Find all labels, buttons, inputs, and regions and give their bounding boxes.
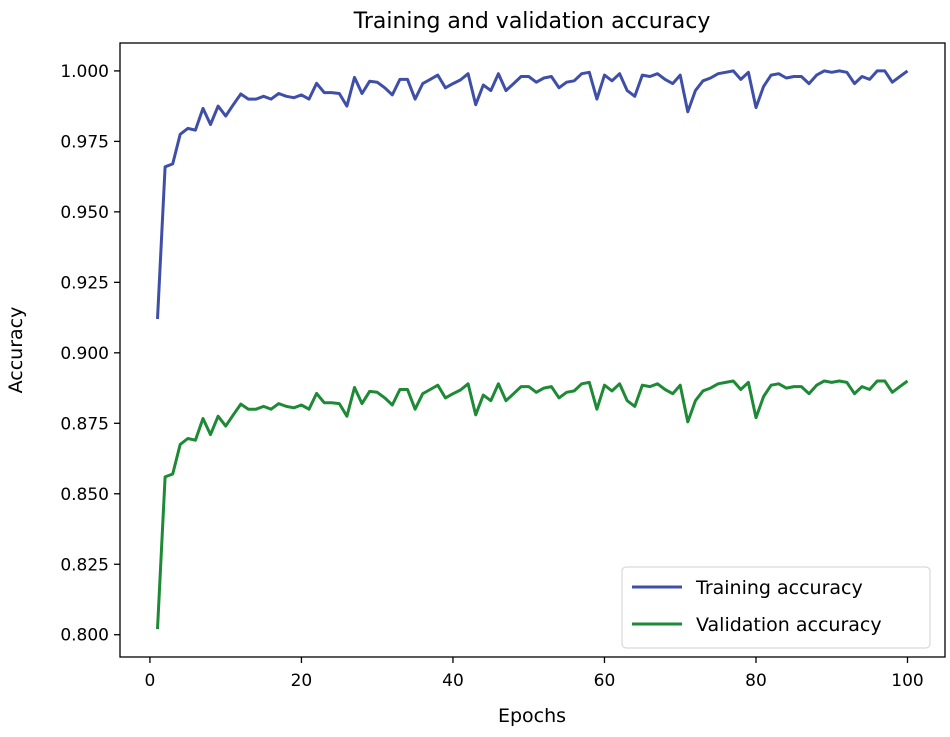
y-tick-label: 1.000 <box>60 62 109 82</box>
y-tick-label: 0.850 <box>60 485 109 505</box>
y-tick-label: 0.925 <box>60 273 109 293</box>
x-tick-label: 40 <box>442 671 464 691</box>
legend-label-validation: Validation accuracy <box>696 614 882 636</box>
legend: Training accuracy Validation accuracy <box>621 566 931 649</box>
series-line-validation <box>156 379 909 630</box>
x-axis-label: Epochs <box>498 705 566 727</box>
y-tick-label: 0.825 <box>60 555 109 575</box>
x-tick-label: 60 <box>594 671 616 691</box>
y-tick-label: 0.800 <box>60 626 109 646</box>
legend-box <box>621 566 931 649</box>
plot-lines <box>156 69 909 630</box>
y-tick-label: 0.900 <box>60 344 109 364</box>
legend-label-training: Training accuracy <box>695 577 863 599</box>
plot-frame <box>119 42 946 658</box>
y-tick-label: 0.875 <box>60 414 109 434</box>
x-tick-label: 100 <box>891 671 923 691</box>
x-tick-label: 80 <box>745 671 767 691</box>
x-axis-ticks: 0 20 40 60 80 100 <box>145 657 924 691</box>
chart-title: Training and validation accuracy <box>353 9 711 34</box>
y-tick-label: 0.950 <box>60 203 109 223</box>
x-tick-label: 0 <box>145 671 156 691</box>
x-tick-label: 20 <box>291 671 313 691</box>
y-axis-label: Accuracy <box>5 307 27 394</box>
y-axis-ticks: 0.800 0.825 0.850 0.875 0.900 0.925 0.950 0.975… <box>60 62 120 646</box>
y-tick-label: 0.975 <box>60 132 109 152</box>
series-line-training <box>156 69 909 320</box>
